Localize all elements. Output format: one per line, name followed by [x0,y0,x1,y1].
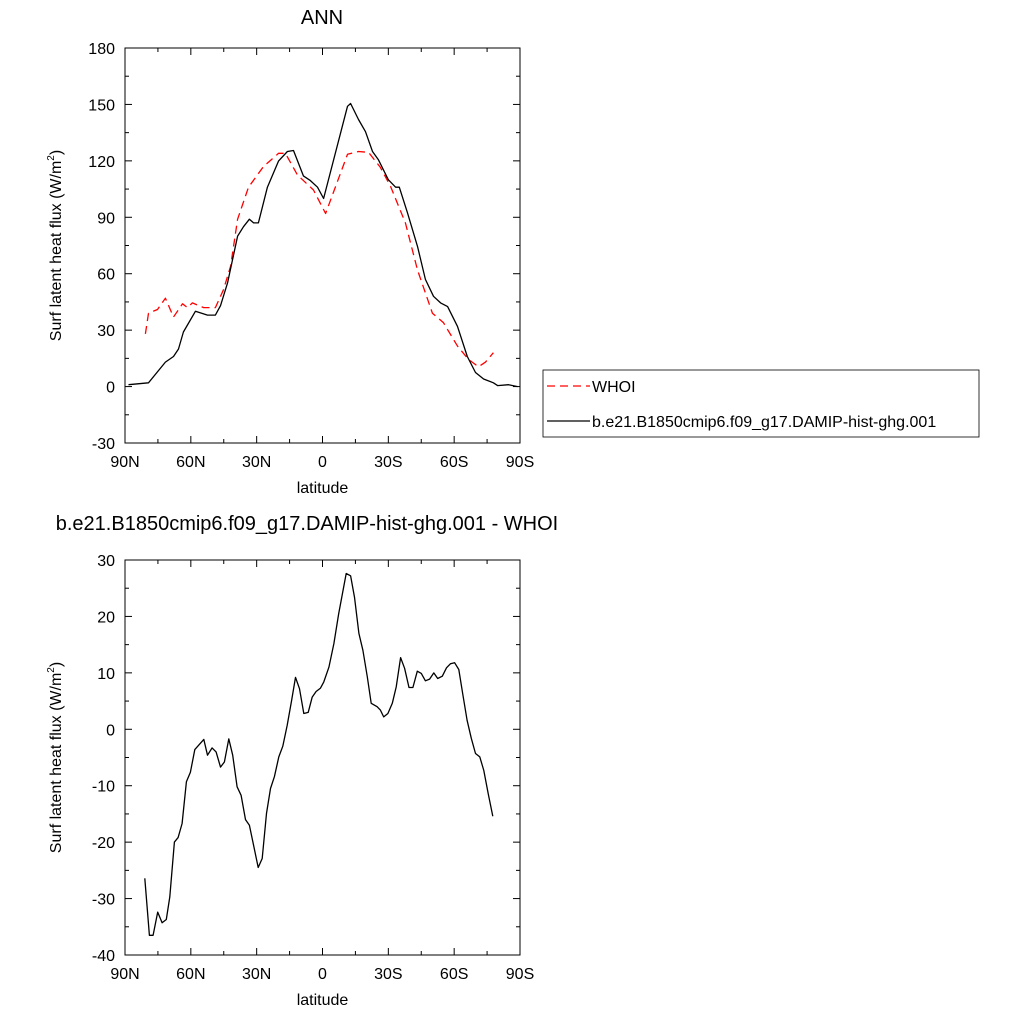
x-tick-label: 30S [374,454,402,471]
series-line-whoi [144,150,494,368]
x-tick-label: 30N [242,966,271,983]
x-tick-label: 30S [374,966,402,983]
y-tick-label: -40 [92,948,115,965]
chart-title: ANN [301,7,343,29]
legend-label: b.e21.B1850cmip6.f09_g17.DAMIP-hist-ghg.… [592,414,936,431]
x-tick-label: 90S [506,966,534,983]
x-axis-label: latitude [297,480,349,497]
x-tick-label: 30N [242,454,271,471]
y-tick-label: 150 [88,97,115,114]
y-axis-label-superscript: 2 [46,155,57,161]
y-tick-label: 90 [97,210,115,227]
series-line-b-e21-b1850cmip6-f09-g17-damip-hist-ghg-001 [128,102,518,388]
y-tick-label: 0 [106,722,115,739]
y-axis-label-text: Surf latent heat flux (W/m [48,161,65,342]
y-axis-label-close: ) [48,662,65,667]
legend-box [542,369,980,438]
chart-title: b.e21.B1850cmip6.f09_g17.DAMIP-hist-ghg.… [56,513,558,535]
plot-frame [124,47,521,444]
y-tick-label: 30 [97,323,115,340]
plot-frame [124,559,521,956]
y-tick-label: 0 [106,380,115,397]
chart-panel-2: b.e21.B1850cmip6.f09_g17.DAMIP-hist-ghg.… [46,513,558,1009]
y-tick-label: 10 [97,666,115,683]
y-axis-label: Surf latent heat flux (W/m2) [46,662,65,853]
y-tick-label: 180 [88,41,115,58]
x-tick-label: 60S [440,454,468,471]
y-axis-label-close: ) [48,150,65,155]
x-axis-label: latitude [297,992,349,1009]
x-tick-label: 90N [110,966,139,983]
y-axis-label-text: Surf latent heat flux (W/m [48,673,65,854]
x-tick-label: 60N [176,966,205,983]
x-tick-label: 90S [506,454,534,471]
legend-label: WHOI [592,379,636,396]
legend: WHOI b.e21.B1850cmip6.f09_g17.DAMIP-hist-… [542,369,980,438]
x-tick-label: 60S [440,966,468,983]
x-tick-label: 60N [176,454,205,471]
y-tick-label: 60 [97,267,115,284]
y-tick-label: -30 [92,892,115,909]
y-tick-label: -30 [92,436,115,453]
y-tick-label: 20 [97,609,115,626]
x-tick-label: 0 [318,454,327,471]
y-tick-label: 30 [97,553,115,570]
chart-panel-1: ANN 90N 60N 30N 0 30S 60S 90S -30 0 30 60 90 120 150 18… [46,7,980,497]
x-tick-label: 0 [318,966,327,983]
y-axis-label: Surf latent heat flux (W/m2) [46,150,65,341]
y-axis-label-superscript: 2 [46,667,57,673]
y-tick-label: -20 [92,835,115,852]
y-tick-label: -10 [92,779,115,796]
y-tick-label: 120 [88,154,115,171]
x-tick-label: 90N [110,454,139,471]
series-line-difference [144,572,494,936]
